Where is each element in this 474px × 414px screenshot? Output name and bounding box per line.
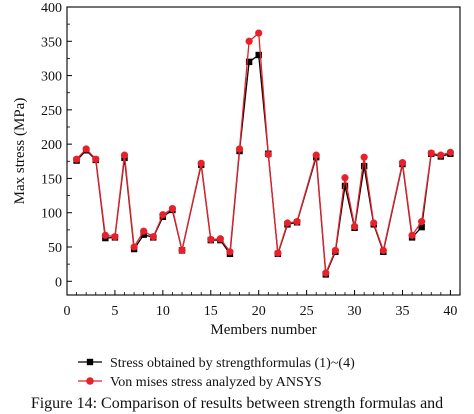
x-tick-label: 15 — [204, 304, 218, 319]
y-axis-title: Max stress (MPa) — [12, 98, 28, 205]
legend: Stress obtained by strengthformulas (1)~… — [78, 356, 355, 390]
legend-item-ansys: Von mises stress analyzed by ANSYS — [78, 375, 322, 390]
x-tick-label: 5 — [111, 304, 118, 319]
data-point — [101, 231, 109, 239]
data-point — [245, 58, 253, 66]
data-point — [427, 149, 435, 157]
y-tick-label: 150 — [41, 172, 62, 187]
x-tick-label: 40 — [443, 304, 457, 319]
data-point — [379, 246, 387, 255]
data-point — [245, 37, 253, 45]
x-tick-label: 10 — [156, 304, 170, 319]
x-axis-title: Members number — [210, 322, 316, 338]
series-ansys — [72, 29, 455, 277]
x-tick-label: 0 — [64, 304, 71, 319]
data-point — [264, 150, 272, 159]
data-point — [140, 227, 148, 235]
data-point — [255, 51, 262, 59]
data-point — [149, 233, 157, 241]
data-point — [283, 219, 292, 227]
plot-frame — [66, 6, 461, 296]
y-tick-label: 350 — [41, 35, 62, 50]
x-tick-label: 25 — [300, 304, 314, 319]
legend-label: Von mises stress analyzed by ANSYS — [110, 375, 322, 390]
data-point — [418, 223, 425, 231]
series-layer — [72, 29, 455, 278]
data-point — [274, 249, 282, 257]
data-point — [293, 218, 301, 226]
data-point — [207, 235, 215, 244]
data-point — [341, 174, 349, 182]
plot-border — [66, 6, 461, 296]
x-axis-ticks: 0 5 10 15 20 25 30 35 40 — [64, 290, 457, 319]
y-tick-label: 250 — [41, 104, 62, 119]
legend-label: Stress obtained by strengthformulas (1)~… — [110, 356, 355, 371]
data-point — [130, 243, 138, 251]
data-point — [197, 159, 205, 167]
data-point — [111, 233, 119, 241]
figure-caption: Figure 14: Comparison of results between… — [30, 395, 444, 412]
legend-swatch-circle-marker — [86, 377, 94, 385]
data-point — [360, 162, 368, 170]
data-point — [408, 231, 416, 239]
data-point — [418, 218, 426, 226]
y-tick-label: 400 — [41, 1, 62, 16]
y-tick-label: 50 — [48, 241, 62, 256]
y-axis-ticks: 0 50 100 150 200 250 300 350 400 — [41, 1, 72, 290]
data-point — [398, 159, 407, 167]
data-point — [370, 219, 378, 227]
data-point — [82, 145, 90, 153]
y-tick-label: 0 — [55, 275, 62, 290]
data-point — [216, 235, 224, 243]
data-point — [72, 155, 81, 163]
legend-item-strength-formulas: Stress obtained by strengthformulas (1)~… — [78, 356, 355, 371]
data-point — [120, 151, 129, 159]
data-point — [235, 145, 244, 153]
series-line — [76, 31, 451, 274]
data-point — [168, 205, 177, 213]
data-point — [312, 151, 320, 159]
data-point — [178, 246, 186, 255]
y-tick-label: 200 — [41, 138, 62, 153]
legend-swatch-square-marker — [86, 358, 94, 366]
x-tick-label: 20 — [252, 304, 266, 319]
data-point — [255, 29, 263, 37]
data-point — [360, 153, 368, 161]
x-tick-label: 30 — [348, 304, 362, 319]
data-point — [226, 248, 234, 256]
x-tick-label: 35 — [395, 304, 409, 319]
data-point — [322, 269, 330, 277]
y-tick-label: 100 — [41, 207, 62, 222]
data-point — [341, 182, 349, 190]
data-point — [331, 246, 339, 255]
data-point — [159, 211, 167, 219]
y-tick-label: 300 — [41, 70, 62, 85]
data-point — [92, 155, 100, 163]
data-point — [446, 148, 455, 156]
data-point — [437, 151, 445, 159]
data-point — [350, 222, 359, 231]
